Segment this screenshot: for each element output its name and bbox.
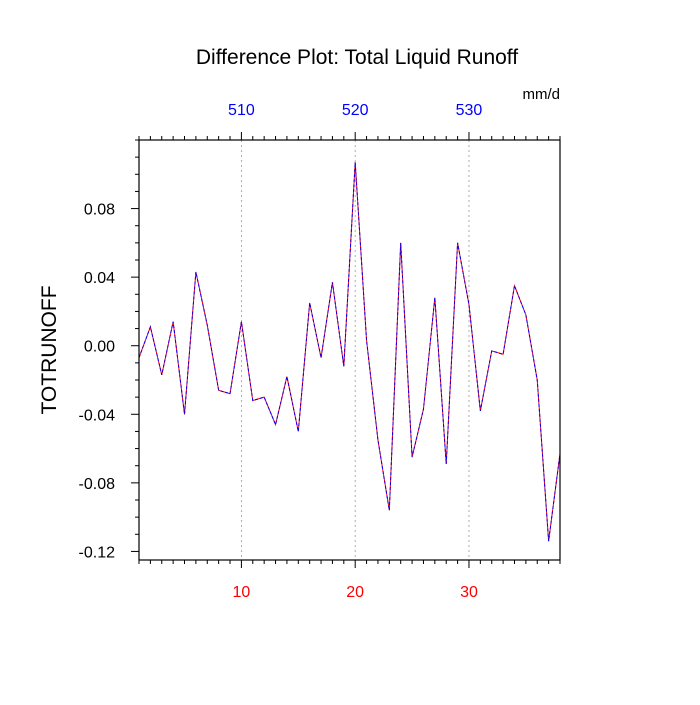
tick-labels: 10 20 30 510 520 530 -0.12 -0.08 -0.04 0.00 0.04 0.… (79, 102, 483, 601)
series-line-1 (138, 162, 561, 542)
y-axis-title: TOTRUNOFF (38, 285, 61, 414)
y-tick-label: -0.08 (79, 476, 116, 493)
series-layer (138, 162, 561, 542)
y-tick-label: -0.12 (79, 544, 116, 561)
x-tick-label: 10 (233, 584, 251, 601)
axes (131, 132, 561, 568)
series-line-2 (138, 162, 561, 542)
y-tick-label: 0.04 (84, 270, 115, 287)
y-tick-label: 0.00 (84, 339, 115, 356)
units-label: mm/d (523, 86, 561, 103)
top-tick-label: 530 (456, 102, 483, 119)
x-tick-label: 30 (460, 584, 478, 601)
grid-lines (241, 140, 470, 560)
y-tick-label: -0.04 (79, 407, 116, 424)
top-tick-label: 510 (228, 102, 255, 119)
top-tick-label: 520 (342, 102, 369, 119)
y-tick-label: 0.08 (84, 202, 115, 219)
chart-title: Difference Plot: Total Liquid Runoff (196, 46, 518, 69)
x-tick-label: 20 (346, 584, 364, 601)
plot-frame (138, 139, 561, 561)
